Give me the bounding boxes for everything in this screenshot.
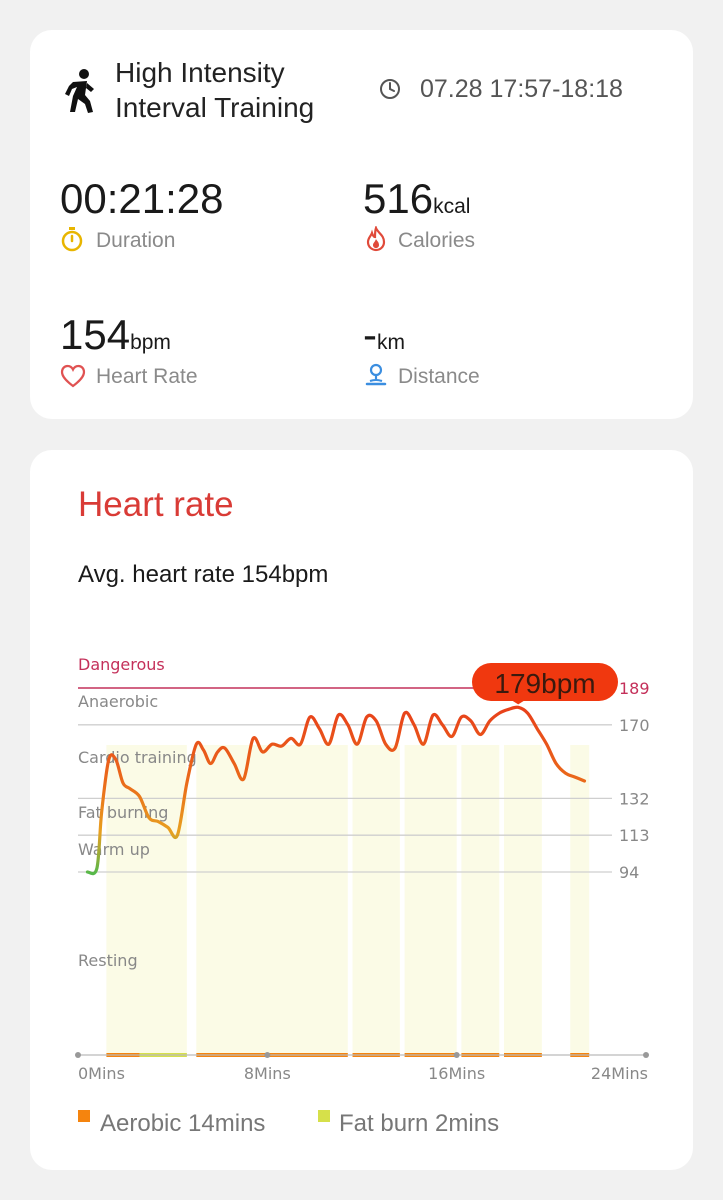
- x-tick-dot: [453, 1052, 460, 1058]
- zone-threshold-anaerobic: 170: [619, 716, 650, 735]
- interval-band-aerobic: [352, 745, 400, 1055]
- stopwatch-icon: [61, 227, 83, 252]
- avg-heart-rate: Avg. heart rate 154bpm: [78, 561, 329, 588]
- workout-time-range: 07.28 17:57-18:18: [420, 75, 623, 103]
- max-badge-pill: [472, 663, 618, 701]
- workout-summary-card: High Intensity Interval Training 07.28 1…: [30, 30, 693, 419]
- x-tick-label: 16Mins: [428, 1064, 485, 1083]
- max-badge-label: 179bpm: [494, 668, 595, 699]
- running-person-icon: [65, 69, 94, 113]
- x-tick-dot: [264, 1052, 271, 1058]
- max-heart-rate-badge: 179bpm: [472, 663, 618, 705]
- heart-rate-value: 154: [60, 311, 131, 358]
- legend-swatch-fat-burn: [318, 1110, 330, 1122]
- interval-band-fat_burn: [139, 745, 187, 1055]
- distance-label: Distance: [398, 365, 480, 388]
- calories-unit: kcal: [433, 195, 471, 218]
- x-tick-label: 8Mins: [244, 1064, 291, 1083]
- duration-value: 00:21:28: [60, 175, 224, 222]
- interval-band-aerobic: [404, 745, 457, 1055]
- legend-aerobic: Aerobic 14mins: [100, 1110, 266, 1137]
- calories-metric: 516kcal: [363, 175, 470, 223]
- zone-label-fat-burning: Fat burning: [78, 803, 168, 822]
- duration-metric: 00:21:28: [60, 175, 224, 223]
- heart-rate-line-layer: [85, 705, 587, 876]
- heart-icon: [60, 364, 86, 388]
- workout-title-line1: High Intensity: [115, 57, 285, 88]
- clock-icon: [380, 79, 400, 99]
- interval-band-aerobic: [196, 745, 348, 1055]
- x-tick-dot: [75, 1052, 81, 1058]
- heart-rate-metric: 154bpm: [60, 311, 171, 359]
- location-pin-icon: [365, 363, 387, 386]
- zone-label-cardio-training: Cardio training: [78, 748, 197, 767]
- workout-title-line2: Interval Training: [115, 92, 315, 123]
- zone-threshold-warm-up: 94: [619, 863, 639, 882]
- zone-intervals: [106, 745, 590, 1057]
- zone-label-resting: Resting: [78, 951, 138, 970]
- calories-label: Calories: [398, 229, 476, 252]
- x-tick-dot: [643, 1052, 649, 1058]
- zone-threshold-dangerous: 189: [619, 679, 650, 698]
- x-axis: 0Mins 8Mins 16Mins 24Mins: [75, 1052, 649, 1083]
- zone-threshold-cardio-training: 132: [619, 789, 650, 808]
- heart-rate-line: [85, 705, 587, 876]
- distance-metric: -km: [363, 311, 405, 359]
- max-badge-pointer: [511, 700, 526, 705]
- heart-rate-card: Heart rate Avg. heart rate 154bpm 189 Dan…: [30, 450, 693, 1170]
- zone-label-warm-up: Warm up: [78, 840, 150, 859]
- heart-rate-unit: bpm: [130, 331, 171, 354]
- heart-rate-chart: 189 Dangerous 170 Anaerobic 132 Cardio traini…: [75, 655, 650, 1083]
- duration-label: Duration: [96, 229, 176, 252]
- legend-fat-burn: Fat burn 2mins: [339, 1110, 500, 1137]
- distance-unit: km: [377, 331, 405, 354]
- flame-icon: [366, 226, 386, 252]
- interval-band-aerobic: [106, 745, 140, 1055]
- zone-threshold-fat-burning: 113: [619, 826, 650, 845]
- heart-rate-card-title: Heart rate: [78, 485, 234, 524]
- x-tick-label: 0Mins: [78, 1064, 125, 1083]
- interval-band-aerobic: [504, 745, 542, 1055]
- legend-swatch-aerobic: [78, 1110, 90, 1122]
- interval-band-aerobic: [570, 745, 590, 1055]
- interval-band-aerobic: [461, 745, 500, 1055]
- calories-value: 516: [363, 175, 434, 222]
- zone-label-dangerous: Dangerous: [78, 655, 165, 674]
- heart-rate-label: Heart Rate: [96, 365, 198, 388]
- x-tick-label: 24Mins: [591, 1064, 648, 1083]
- distance-value: -: [363, 311, 377, 358]
- zone-label-anaerobic: Anaerobic: [78, 692, 158, 711]
